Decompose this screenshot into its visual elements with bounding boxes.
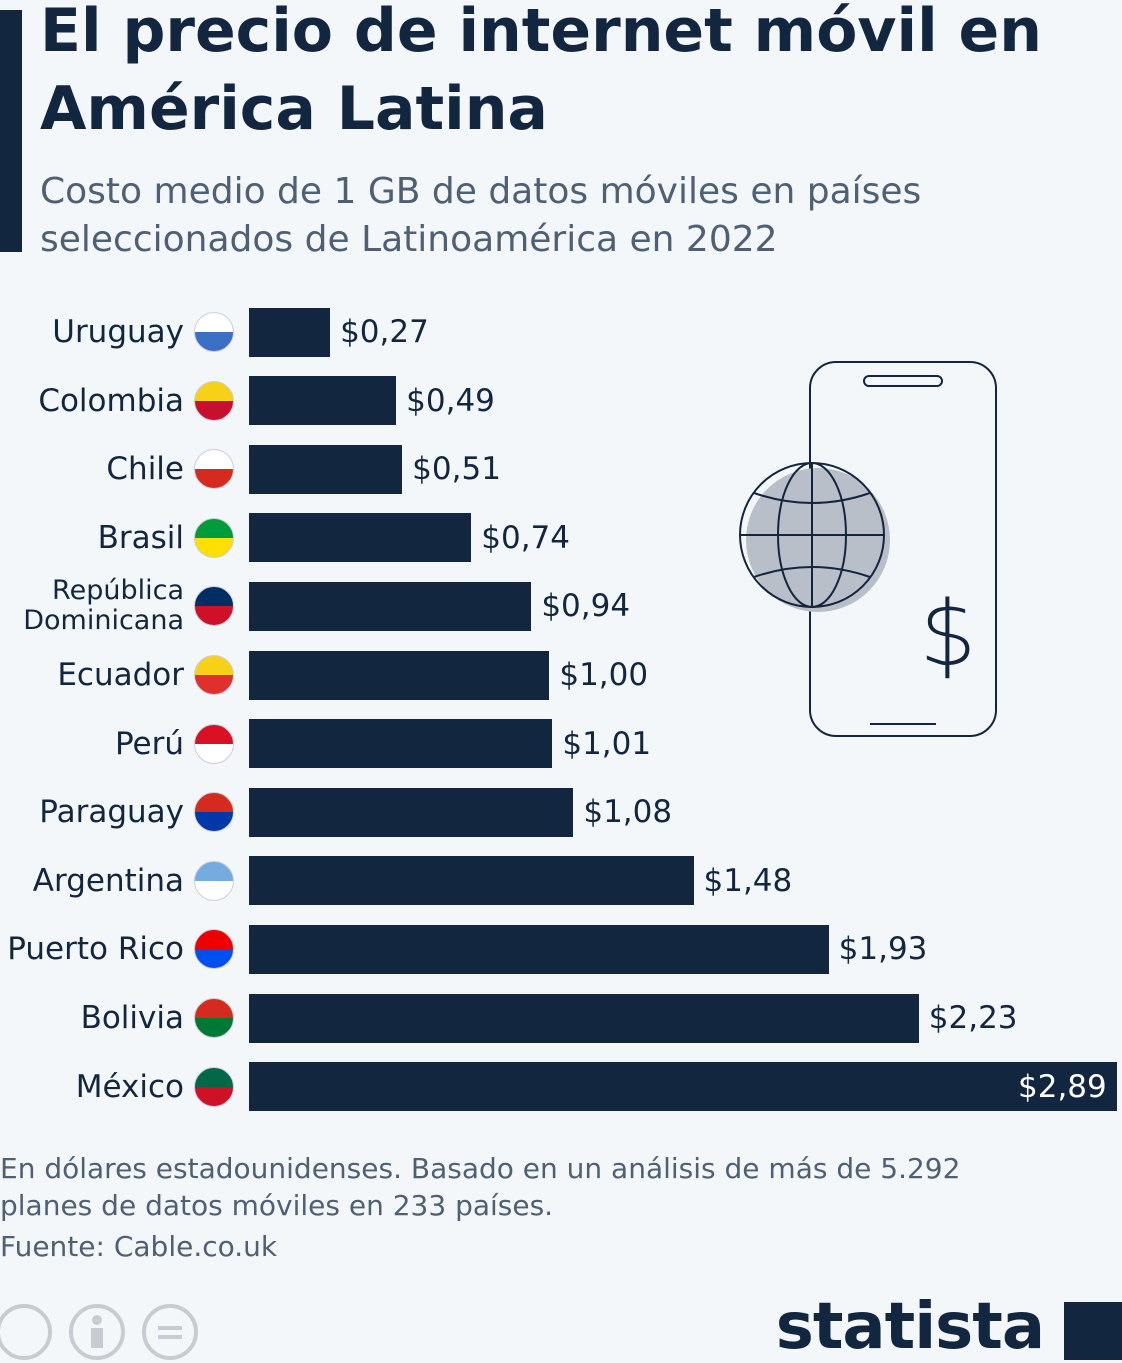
bar bbox=[249, 1062, 1117, 1112]
dollar-symbol: $ bbox=[919, 582, 976, 687]
flag-icon bbox=[194, 723, 234, 764]
flag-icon bbox=[194, 449, 234, 490]
flag-icon bbox=[194, 998, 234, 1038]
category-label: México bbox=[75, 1068, 184, 1105]
flag-icon bbox=[194, 312, 234, 352]
flag-icon bbox=[194, 792, 234, 833]
flag-icon bbox=[194, 1066, 234, 1107]
flag-icon bbox=[194, 380, 234, 421]
category-label: Bolivia bbox=[80, 1000, 184, 1036]
value-label: $0,94 bbox=[541, 588, 631, 625]
category-label: Paraguay bbox=[39, 794, 184, 831]
bar bbox=[249, 581, 532, 631]
bar bbox=[249, 787, 574, 837]
value-label: $1,08 bbox=[583, 794, 673, 831]
bar bbox=[249, 856, 694, 906]
bar bbox=[249, 650, 550, 700]
category-label: Chile bbox=[106, 451, 184, 488]
value-label: $0,51 bbox=[412, 451, 501, 488]
category-label: Colombia bbox=[38, 382, 184, 419]
value-label: $0,74 bbox=[481, 519, 570, 556]
bar bbox=[249, 513, 472, 563]
flag-icon bbox=[194, 655, 234, 695]
value-label: $1,01 bbox=[562, 725, 652, 762]
flag-icon bbox=[194, 929, 234, 970]
bar bbox=[249, 376, 397, 426]
chart-subtitle: Costo medio de 1 GB de datos móviles en … bbox=[40, 171, 922, 260]
category-label: Perú bbox=[114, 725, 184, 762]
flag-icon bbox=[194, 517, 234, 558]
category-label: República Dominicana bbox=[23, 575, 184, 637]
category-label: Uruguay bbox=[52, 314, 184, 350]
note: En dólares estadounidenses. Basado en un… bbox=[0, 1152, 961, 1222]
brand-mark bbox=[1064, 1302, 1122, 1360]
chart-title: El precio de internet móvil en América L… bbox=[40, 0, 1042, 144]
flag-icon bbox=[194, 586, 234, 627]
value-label: $1,48 bbox=[703, 862, 793, 899]
phone-illustration: $ bbox=[739, 361, 997, 737]
bar bbox=[249, 924, 829, 974]
license-icons bbox=[0, 1304, 198, 1360]
bar bbox=[249, 719, 553, 769]
value-label: $1,00 bbox=[559, 657, 649, 693]
value-label: $0,27 bbox=[340, 314, 429, 350]
bar bbox=[249, 444, 403, 494]
category-label: Brasil bbox=[97, 519, 184, 556]
brand-logo: statista bbox=[775, 1290, 1045, 1363]
category-label: Puerto Rico bbox=[7, 931, 184, 968]
accent-bar bbox=[0, 10, 22, 252]
source: Fuente: Cable.co.uk bbox=[0, 1230, 278, 1263]
value-label: $2,89 bbox=[1018, 1068, 1107, 1105]
category-label: Ecuador bbox=[57, 657, 184, 693]
value-label: $1,93 bbox=[838, 931, 928, 968]
flag-icon bbox=[194, 860, 234, 901]
bar bbox=[249, 993, 919, 1043]
category-label: Argentina bbox=[32, 862, 184, 899]
bar bbox=[249, 307, 331, 357]
value-label: $2,23 bbox=[928, 1000, 1018, 1036]
value-label: $0,49 bbox=[406, 382, 495, 419]
